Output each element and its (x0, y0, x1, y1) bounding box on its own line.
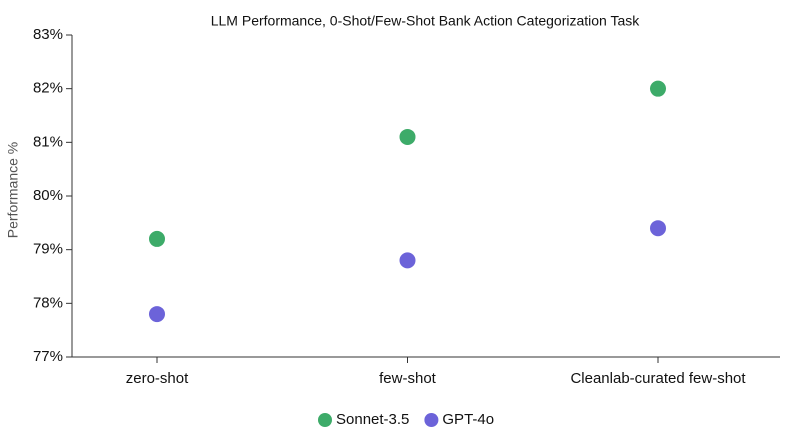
y-tick-label: 80% (33, 187, 63, 204)
dot (399, 128, 416, 145)
y-tick-label: 78% (33, 294, 63, 311)
y-tick-label: 83% (33, 26, 63, 43)
y-tick-label: 82% (33, 80, 63, 97)
dot (399, 252, 416, 269)
dot (650, 220, 666, 237)
legend-label: GPT-4o (442, 411, 494, 428)
dot (149, 306, 165, 323)
chart-title: LLM Performance, 0-Shot/Few-Shot Bank Ac… (211, 13, 641, 29)
x-tick-label: zero-shot (126, 370, 189, 387)
y-tick-label: 77% (33, 348, 63, 365)
x-tick-label: Cleanlab-curated few-shot (570, 370, 746, 387)
y-tick-label: 81% (33, 133, 63, 150)
x-tick-label: few-shot (379, 370, 437, 387)
legend-swatch (424, 413, 439, 427)
dot (650, 80, 666, 97)
dot (149, 230, 165, 247)
legend-swatch (318, 413, 332, 427)
y-axis-label: Performance % (5, 142, 21, 238)
y-tick-label: 79% (33, 241, 63, 258)
legend-label: Sonnet-3.5 (336, 411, 409, 428)
